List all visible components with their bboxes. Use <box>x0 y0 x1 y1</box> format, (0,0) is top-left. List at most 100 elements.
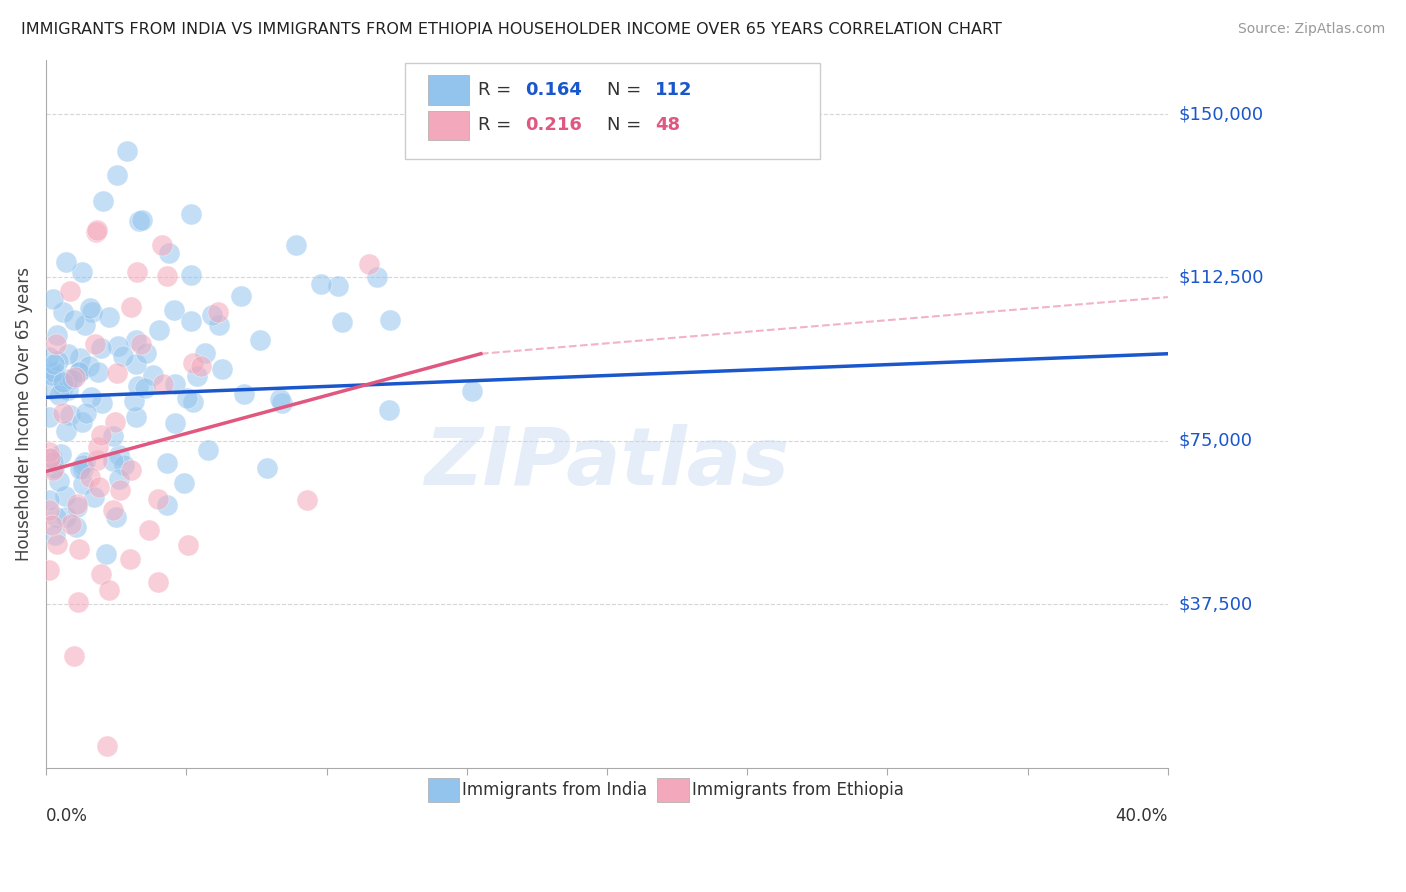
Point <box>80 391 103 405</box>
Point <box>66 500 89 514</box>
Point <box>67 365 90 379</box>
Text: N =: N = <box>607 117 647 135</box>
FancyBboxPatch shape <box>405 63 820 159</box>
Text: 0.216: 0.216 <box>524 117 582 135</box>
Point <box>186 369 208 384</box>
Point <box>176 538 198 552</box>
Point <box>62 648 84 663</box>
Point <box>91 194 114 208</box>
Point <box>197 443 219 458</box>
Point <box>101 503 124 517</box>
Point <box>41 455 63 469</box>
Point <box>112 458 135 472</box>
Text: R =: R = <box>478 117 517 135</box>
Text: Immigrants from Ethiopia: Immigrants from Ethiopia <box>692 781 904 799</box>
Point <box>97 310 120 324</box>
Point <box>70 265 93 279</box>
Point <box>38 382 60 396</box>
Point <box>79 469 101 483</box>
Point <box>55 509 77 524</box>
Point <box>194 345 217 359</box>
Point <box>94 547 117 561</box>
Point <box>125 333 148 347</box>
Text: $150,000: $150,000 <box>1180 105 1264 123</box>
Point <box>125 265 148 279</box>
Point <box>146 491 169 506</box>
Point <box>127 379 149 393</box>
Point <box>55 425 77 439</box>
Y-axis label: Householder Income Over 65 years: Householder Income Over 65 years <box>15 267 32 561</box>
Point <box>359 257 381 271</box>
Point <box>156 456 179 470</box>
Point <box>108 483 131 497</box>
Point <box>56 372 79 386</box>
FancyBboxPatch shape <box>427 75 470 105</box>
Point <box>181 355 204 369</box>
Point <box>326 279 349 293</box>
Point <box>59 517 82 532</box>
Point <box>59 285 82 299</box>
Point <box>181 395 204 409</box>
Point <box>142 368 165 383</box>
Point <box>41 518 63 533</box>
Point <box>201 308 224 322</box>
Point <box>128 214 150 228</box>
Point <box>150 237 173 252</box>
Point <box>53 489 76 503</box>
Point <box>460 384 482 398</box>
Point <box>103 415 125 429</box>
Point <box>39 365 62 379</box>
Point <box>89 480 111 494</box>
Point <box>39 368 62 383</box>
Point <box>69 351 91 366</box>
Point <box>86 453 108 467</box>
Point <box>330 315 353 329</box>
Point <box>378 313 401 327</box>
Point <box>107 339 129 353</box>
Text: 0.164: 0.164 <box>524 81 582 99</box>
Point <box>180 207 202 221</box>
Point <box>66 595 89 609</box>
Point <box>366 269 388 284</box>
Point <box>107 472 129 486</box>
Text: 48: 48 <box>655 117 681 135</box>
Point <box>87 440 110 454</box>
Point <box>108 449 131 463</box>
Point <box>104 510 127 524</box>
Point <box>67 542 90 557</box>
Point <box>44 528 66 542</box>
Point <box>180 268 202 283</box>
Point <box>134 382 156 396</box>
Point <box>48 388 70 402</box>
Point <box>42 357 65 371</box>
Point <box>131 212 153 227</box>
Point <box>231 289 253 303</box>
Point <box>378 403 401 417</box>
Point <box>152 376 174 391</box>
Point <box>79 359 101 373</box>
Point <box>173 475 195 490</box>
Point <box>148 574 170 589</box>
Point <box>45 536 67 550</box>
Point <box>156 269 179 284</box>
Text: Immigrants from India: Immigrants from India <box>463 781 647 799</box>
Point <box>52 376 75 390</box>
Text: $112,500: $112,500 <box>1180 268 1264 286</box>
Point <box>46 354 69 368</box>
Point <box>38 445 60 459</box>
Point <box>72 476 94 491</box>
Point <box>211 362 233 376</box>
Point <box>59 408 82 422</box>
Point <box>86 223 108 237</box>
Point <box>45 510 67 524</box>
Point <box>60 372 83 386</box>
Point <box>73 318 96 332</box>
Point <box>101 454 124 468</box>
Text: ZIPatlas: ZIPatlas <box>425 425 790 502</box>
Point <box>63 313 86 327</box>
Point <box>90 396 112 410</box>
Point <box>42 365 65 379</box>
Point <box>87 365 110 379</box>
Point <box>84 336 107 351</box>
Point <box>55 255 77 269</box>
